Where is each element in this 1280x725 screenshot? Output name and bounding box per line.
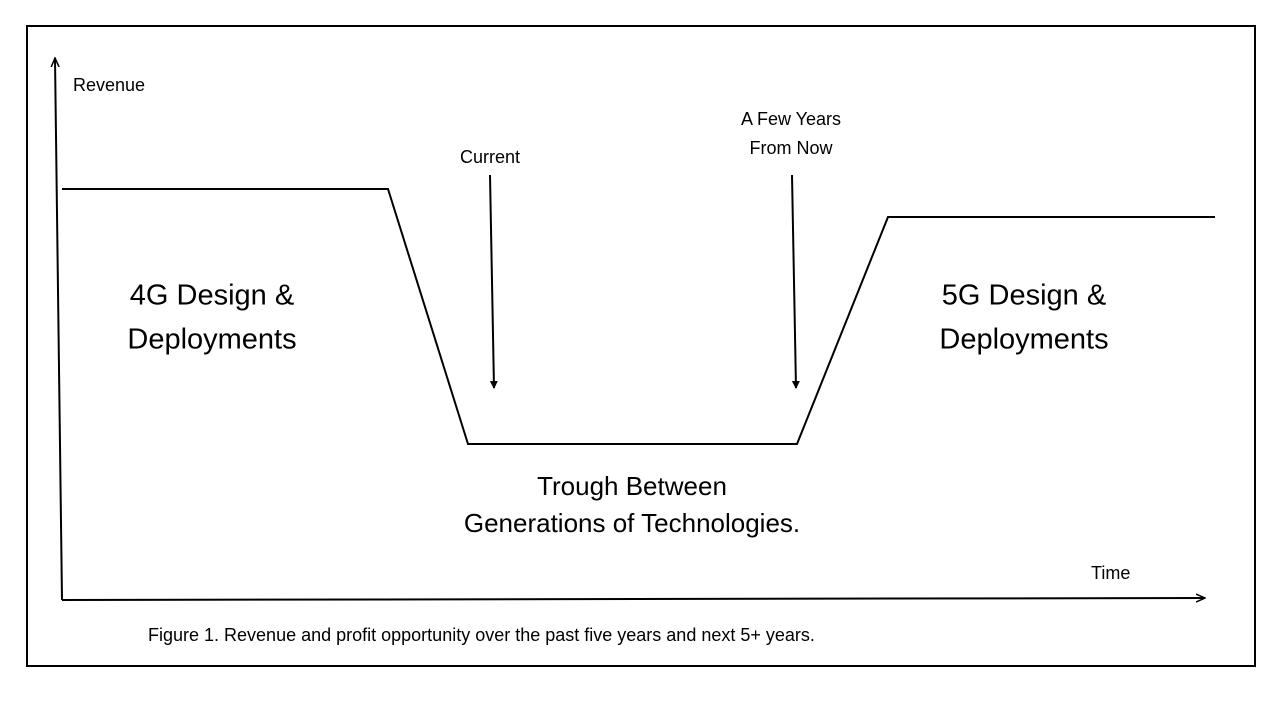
- future-arrow: [791, 174, 800, 389]
- frame: [26, 25, 1256, 667]
- region-label: Deployments: [127, 324, 296, 356]
- region-label: 5G Design &: [942, 280, 1106, 312]
- y-axis: [55, 58, 63, 601]
- y-axis-label: Revenue: [73, 75, 145, 95]
- current-arrow: [489, 174, 498, 389]
- region-label: Trough Between: [537, 471, 727, 501]
- region-label: 4G Design &: [130, 280, 294, 312]
- caption: Figure 1. Revenue and profit opportunity…: [148, 625, 815, 645]
- future-label: A Few Years: [741, 109, 841, 129]
- revenue-curve: [62, 188, 1215, 445]
- future-label: From Now: [749, 138, 833, 158]
- x-axis-label: Time: [1091, 563, 1130, 583]
- x-axis: [61, 598, 1205, 600]
- current-label: Current: [460, 147, 520, 167]
- region-label: Deployments: [939, 324, 1108, 356]
- region-label: Generations of Technologies.: [464, 508, 800, 538]
